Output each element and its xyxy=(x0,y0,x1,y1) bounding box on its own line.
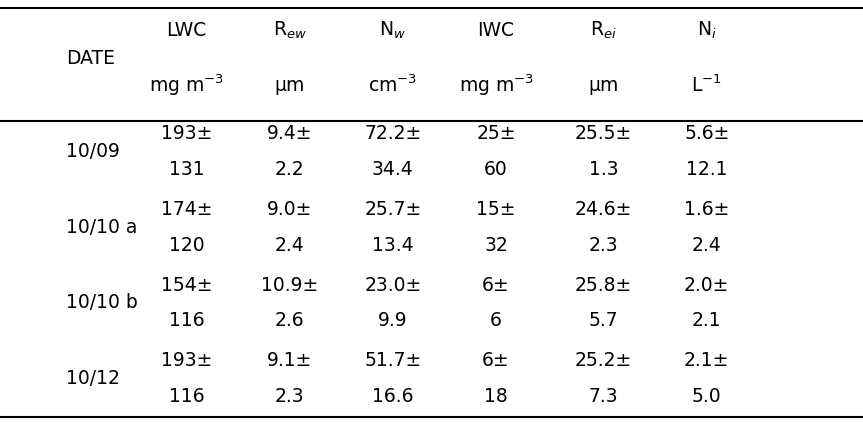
Text: 6: 6 xyxy=(490,311,502,330)
Text: 193±: 193± xyxy=(161,351,212,370)
Text: 32: 32 xyxy=(484,236,508,255)
Text: 51.7±: 51.7± xyxy=(364,351,421,370)
Text: 10/12: 10/12 xyxy=(66,369,120,388)
Text: 5.0: 5.0 xyxy=(692,387,721,406)
Text: 2.0±: 2.0± xyxy=(684,275,729,294)
Text: 2.1±: 2.1± xyxy=(684,351,729,370)
Text: 25.5±: 25.5± xyxy=(575,124,633,143)
Text: 18: 18 xyxy=(484,387,508,406)
Text: 120: 120 xyxy=(168,236,205,255)
Text: IWC: IWC xyxy=(477,21,514,40)
Text: 25.2±: 25.2± xyxy=(575,351,633,370)
Text: 7.3: 7.3 xyxy=(589,387,619,406)
Text: 16.6: 16.6 xyxy=(372,387,413,406)
Text: 131: 131 xyxy=(168,160,205,179)
Text: 2.6: 2.6 xyxy=(274,311,305,330)
Text: 25±: 25± xyxy=(476,124,516,143)
Text: 15±: 15± xyxy=(476,200,516,219)
Text: 174±: 174± xyxy=(161,200,212,219)
Text: 34.4: 34.4 xyxy=(372,160,413,179)
Text: L$^{-1}$: L$^{-1}$ xyxy=(691,75,722,96)
Text: 10/10 a: 10/10 a xyxy=(66,218,137,237)
Text: 60: 60 xyxy=(484,160,508,179)
Text: DATE: DATE xyxy=(66,49,115,68)
Text: LWC: LWC xyxy=(167,21,206,40)
Text: 25.8±: 25.8± xyxy=(575,275,633,294)
Text: 5.6±: 5.6± xyxy=(684,124,729,143)
Text: 9.0±: 9.0± xyxy=(267,200,312,219)
Text: 9.4±: 9.4± xyxy=(267,124,312,143)
Text: 6±: 6± xyxy=(482,275,510,294)
Text: 1.3: 1.3 xyxy=(589,160,619,179)
Text: μm: μm xyxy=(274,76,305,95)
Text: 10/09: 10/09 xyxy=(66,142,120,161)
Text: 116: 116 xyxy=(168,311,205,330)
Text: 2.4: 2.4 xyxy=(274,236,305,255)
Text: 1.6±: 1.6± xyxy=(684,200,729,219)
Text: 9.9: 9.9 xyxy=(378,311,407,330)
Text: R$_{ei}$: R$_{ei}$ xyxy=(590,20,617,41)
Text: 10.9±: 10.9± xyxy=(261,275,318,294)
Text: 5.7: 5.7 xyxy=(589,311,619,330)
Text: 13.4: 13.4 xyxy=(372,236,413,255)
Text: 2.3: 2.3 xyxy=(274,387,305,406)
Text: μm: μm xyxy=(589,76,619,95)
Text: R$_{ew}$: R$_{ew}$ xyxy=(273,20,306,41)
Text: mg m$^{-3}$: mg m$^{-3}$ xyxy=(149,73,224,98)
Text: mg m$^{-3}$: mg m$^{-3}$ xyxy=(458,73,533,98)
Text: 6±: 6± xyxy=(482,351,510,370)
Text: 9.1±: 9.1± xyxy=(267,351,312,370)
Text: 193±: 193± xyxy=(161,124,212,143)
Text: 2.1: 2.1 xyxy=(692,311,721,330)
Text: N$_{i}$: N$_{i}$ xyxy=(697,20,716,41)
Text: 116: 116 xyxy=(168,387,205,406)
Text: 2.3: 2.3 xyxy=(589,236,619,255)
Text: 72.2±: 72.2± xyxy=(364,124,421,143)
Text: cm$^{-3}$: cm$^{-3}$ xyxy=(369,75,418,96)
Text: 25.7±: 25.7± xyxy=(364,200,421,219)
Text: 2.4: 2.4 xyxy=(692,236,721,255)
Text: 12.1: 12.1 xyxy=(686,160,728,179)
Text: 154±: 154± xyxy=(161,275,212,294)
Text: 23.0±: 23.0± xyxy=(364,275,421,294)
Text: 10/10 b: 10/10 b xyxy=(66,294,138,313)
Text: 2.2: 2.2 xyxy=(274,160,305,179)
Text: N$_{w}$: N$_{w}$ xyxy=(380,20,406,41)
Text: 24.6±: 24.6± xyxy=(575,200,633,219)
